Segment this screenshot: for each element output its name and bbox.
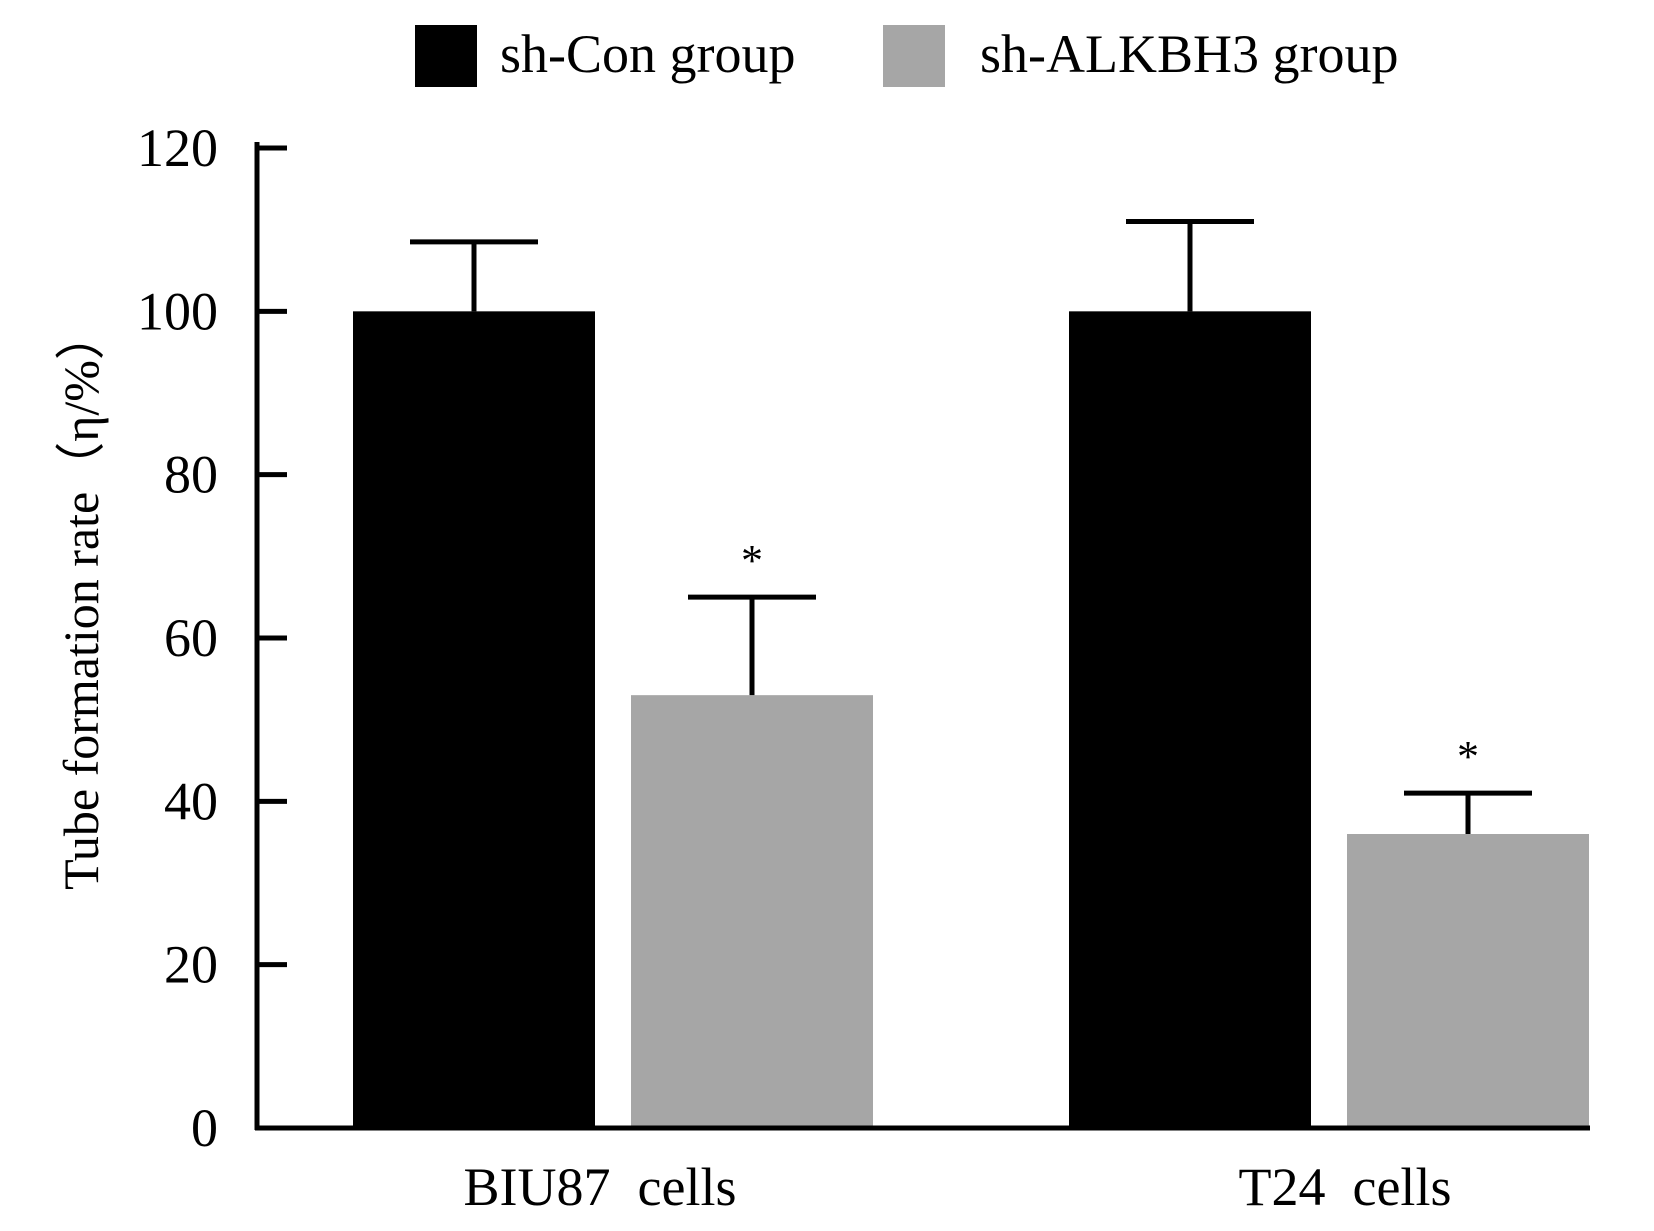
significance-marker: * <box>1457 732 1479 781</box>
y-tick-label: 40 <box>164 771 218 831</box>
bar-sh-con-0 <box>353 311 595 1128</box>
y-axis-label: Tube formation rate（η/%） <box>53 310 109 890</box>
y-tick-label: 60 <box>164 608 218 668</box>
x-tick-label: BIU87 cells <box>464 1157 737 1217</box>
significance-marker: * <box>741 536 763 585</box>
legend-swatch-sh-alkbh3 <box>883 25 945 87</box>
legend-label: sh-Con group <box>500 24 796 84</box>
bar-sh-con-1 <box>1069 311 1311 1128</box>
y-tick-label: 20 <box>164 935 218 995</box>
legend-swatch-sh-con <box>415 25 477 87</box>
y-tick-label: 80 <box>164 445 218 505</box>
bar-sh-alkbh3-1 <box>1347 834 1589 1128</box>
bar-sh-alkbh3-0 <box>631 695 873 1128</box>
y-tick-label: 120 <box>137 118 218 178</box>
legend-label: sh-ALKBH3 group <box>980 24 1398 84</box>
x-tick-label: T24 cells <box>1239 1157 1452 1217</box>
y-tick-label: 100 <box>137 281 218 341</box>
y-tick-label: 0 <box>191 1098 218 1158</box>
